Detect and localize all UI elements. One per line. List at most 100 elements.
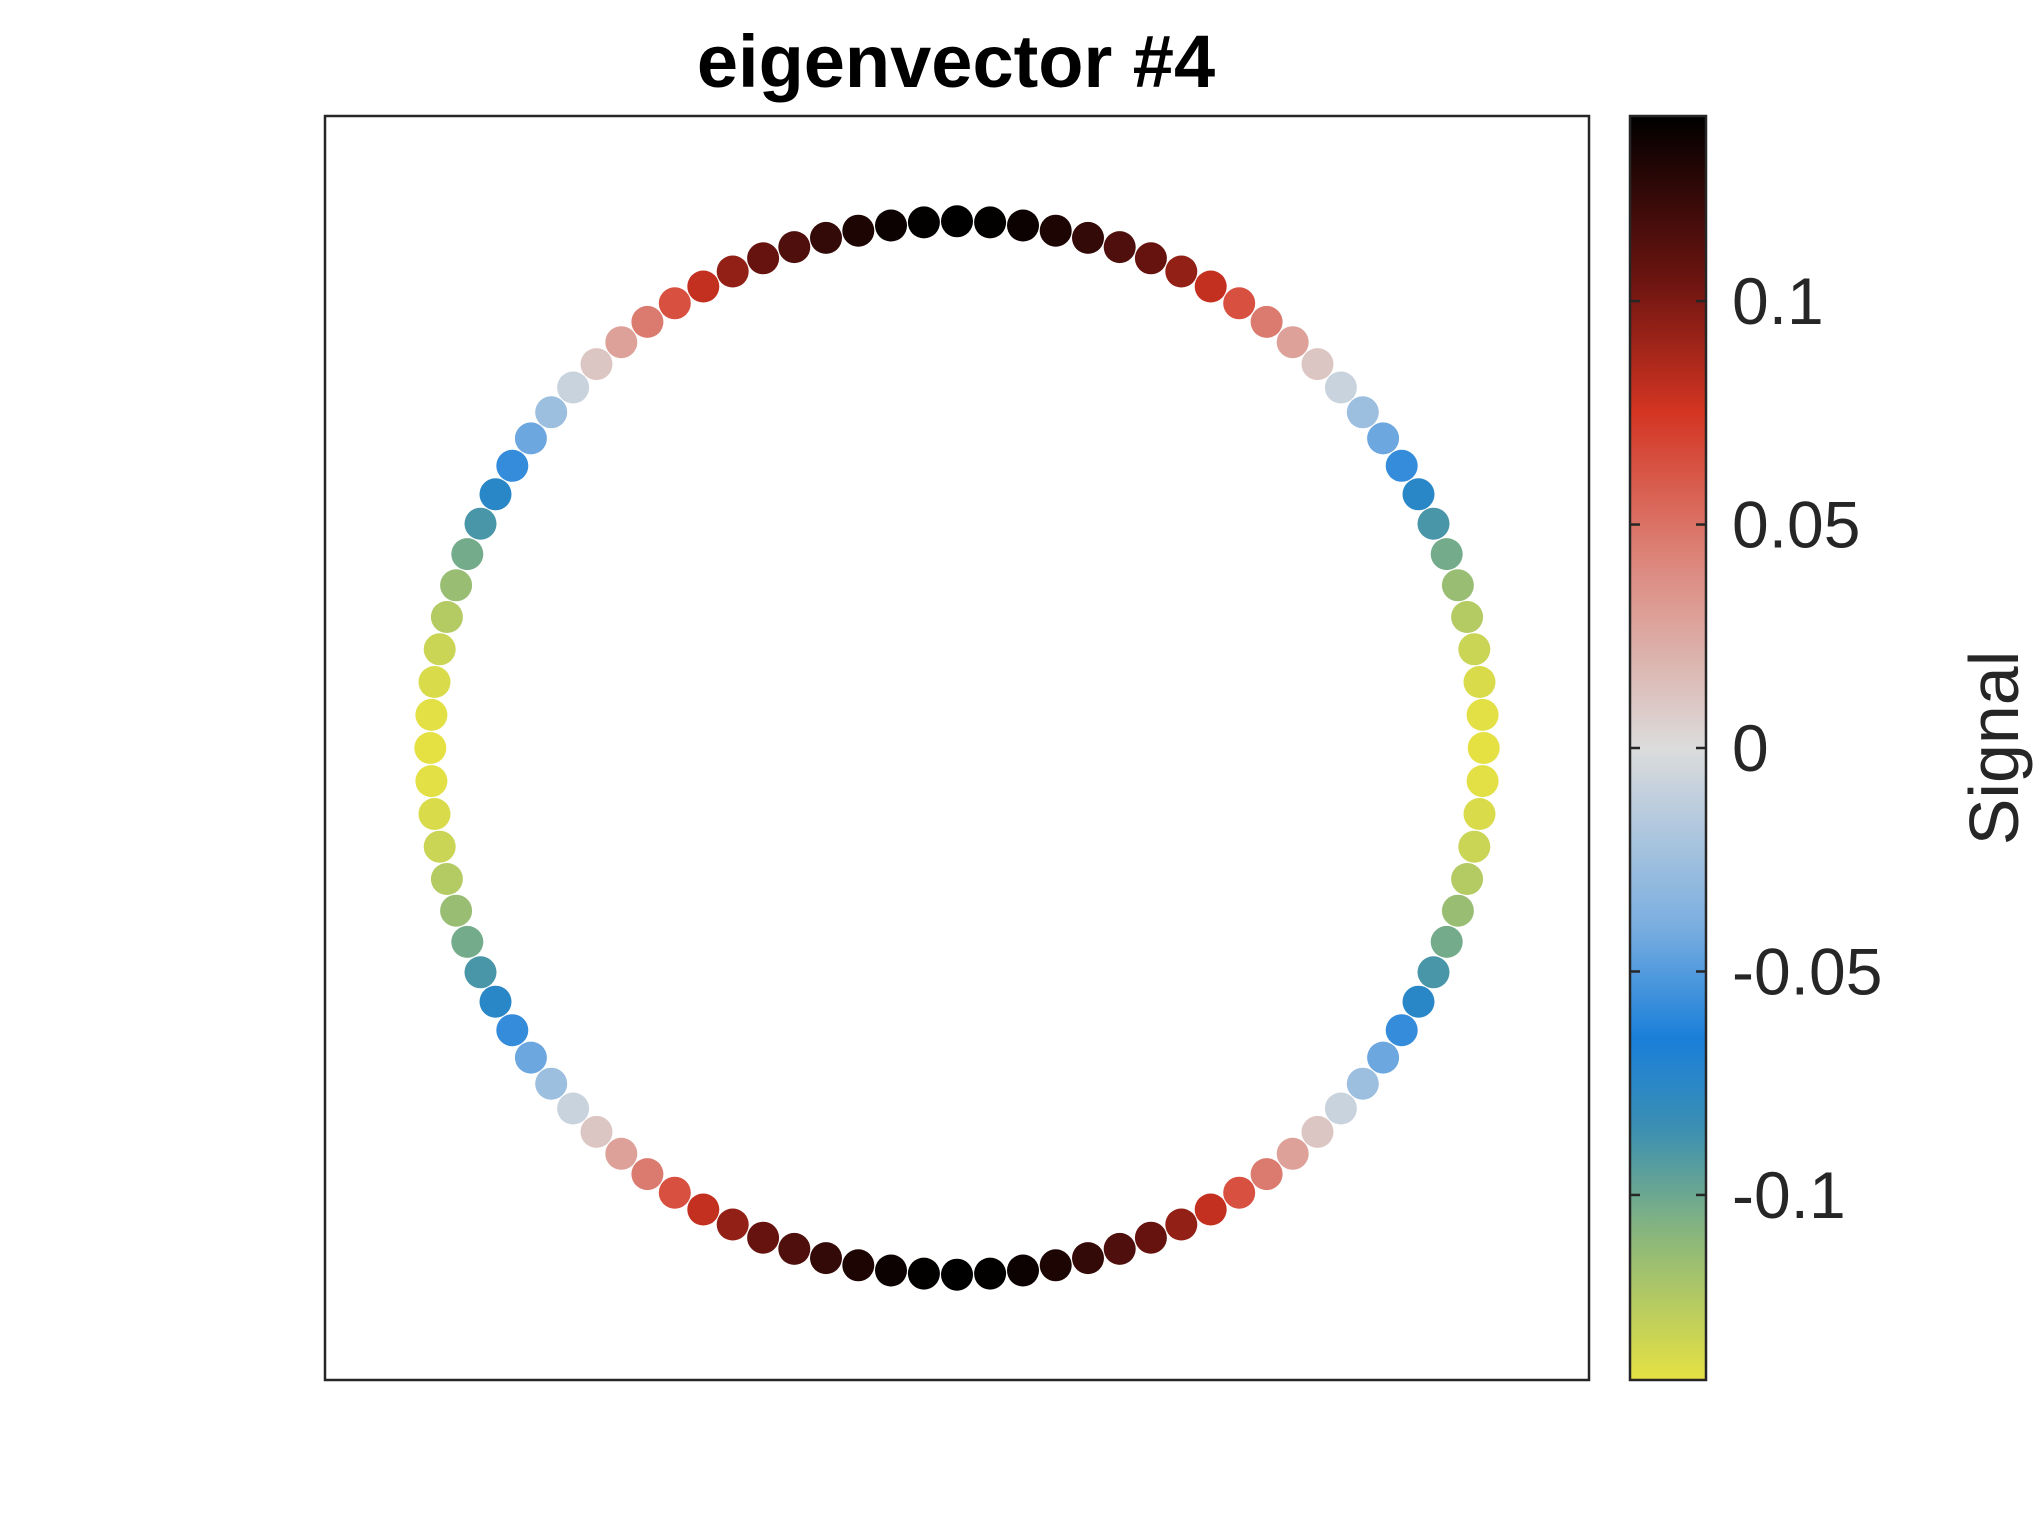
graph-node — [580, 1115, 613, 1148]
graph-node — [418, 798, 451, 830]
graph-node — [1441, 894, 1474, 927]
graph-node — [535, 396, 568, 429]
graph-node — [1134, 242, 1167, 275]
graph-node — [1402, 985, 1435, 1018]
graph-node — [415, 765, 448, 798]
graph-node — [810, 1242, 842, 1275]
graph-node — [875, 209, 907, 242]
graph-node — [1165, 255, 1198, 288]
graph-node — [1441, 569, 1474, 602]
graph-node — [1223, 287, 1256, 320]
graph-node — [430, 863, 463, 895]
graph-node — [716, 1208, 749, 1241]
graph-node — [1134, 1221, 1167, 1254]
graph-node — [1458, 633, 1491, 666]
graph-node — [1072, 1242, 1104, 1275]
graph-node — [464, 507, 497, 540]
graph-node — [440, 894, 473, 927]
graph-node — [1467, 732, 1500, 764]
colorbar-tick-label: 0.05 — [1732, 488, 1860, 562]
graph-node — [1324, 371, 1357, 404]
graph-node — [842, 214, 875, 247]
graph-node — [1194, 270, 1227, 303]
graph-node — [414, 732, 447, 764]
graph-node — [1007, 1254, 1039, 1287]
graph-node — [1301, 348, 1334, 381]
graph-node — [631, 1158, 664, 1191]
graph-node — [464, 956, 497, 989]
graph-node — [1250, 1158, 1283, 1191]
graph-node — [842, 1249, 875, 1282]
graph-node — [423, 633, 456, 666]
graph-node — [747, 242, 780, 275]
graph-node — [974, 206, 1007, 239]
graph-node — [1346, 396, 1379, 429]
graph-node — [1223, 1176, 1256, 1209]
graph-node — [557, 371, 590, 404]
graph-node — [687, 1193, 720, 1226]
plot-area — [323, 114, 1591, 1382]
graph-node — [1466, 698, 1499, 731]
graph-node — [1103, 1232, 1136, 1265]
graph-node — [1430, 925, 1463, 958]
graph-node — [716, 255, 749, 288]
graph-node — [1165, 1208, 1198, 1241]
graph-node — [1007, 209, 1039, 242]
graph-node — [496, 1014, 529, 1047]
colorbar-label: Signal — [1955, 651, 2033, 846]
colorbar-tick-label: -0.05 — [1732, 934, 1882, 1008]
graph-node — [1458, 830, 1491, 863]
graph-node — [605, 326, 638, 359]
graph-node — [479, 478, 512, 511]
graph-node — [1039, 1249, 1072, 1282]
graph-node — [907, 206, 940, 239]
graph-node — [1103, 231, 1136, 264]
graph-node — [1385, 1014, 1418, 1047]
graph-node — [1276, 326, 1309, 359]
graph-node — [778, 1232, 811, 1265]
graph-node — [1301, 1115, 1334, 1148]
graph-node — [1194, 1193, 1227, 1226]
graph-node — [1072, 221, 1104, 254]
graph-node — [1402, 478, 1435, 511]
graph-node — [1385, 449, 1418, 482]
graph-node — [479, 985, 512, 1018]
colorbar: 0.1 0.05 0 -0.05 -0.1 — [1628, 114, 1882, 1382]
graph-node — [658, 1176, 691, 1209]
graph-node — [1324, 1092, 1357, 1125]
chart-title: eigenvector #4 — [697, 20, 1215, 103]
graph-node — [687, 270, 720, 303]
graph-node — [1367, 422, 1400, 455]
graph-node — [941, 205, 973, 238]
graph-node — [535, 1067, 568, 1100]
graph-node — [810, 221, 842, 254]
graph-node — [1463, 798, 1496, 830]
graph-node — [778, 231, 811, 264]
graph-node — [451, 538, 484, 571]
graph-node — [1250, 305, 1283, 338]
graph-node — [974, 1257, 1007, 1290]
graph-node — [1346, 1067, 1379, 1100]
graph-node — [1430, 538, 1463, 571]
graph-node — [605, 1137, 638, 1170]
graph-node — [1417, 507, 1450, 540]
colorbar-tick-label: 0.1 — [1732, 264, 1824, 338]
graph-node — [747, 1221, 780, 1254]
graph-node — [580, 348, 613, 381]
graph-node — [423, 830, 456, 863]
graph-node — [1039, 214, 1072, 247]
graph-node — [496, 449, 529, 482]
colorbar-tick-label: 0 — [1732, 711, 1769, 785]
graph-node — [1276, 1137, 1309, 1170]
colorbar-gradient — [1628, 114, 1708, 1382]
graph-node — [415, 698, 448, 731]
graph-node — [1466, 765, 1499, 798]
colorbar-tick-label: -0.1 — [1732, 1158, 1846, 1232]
graph-node — [514, 422, 547, 455]
graph-nodes — [414, 205, 1500, 1291]
graph-node — [418, 666, 451, 698]
graph-node — [430, 601, 463, 633]
graph-node — [440, 569, 473, 602]
graph-node — [875, 1254, 907, 1287]
